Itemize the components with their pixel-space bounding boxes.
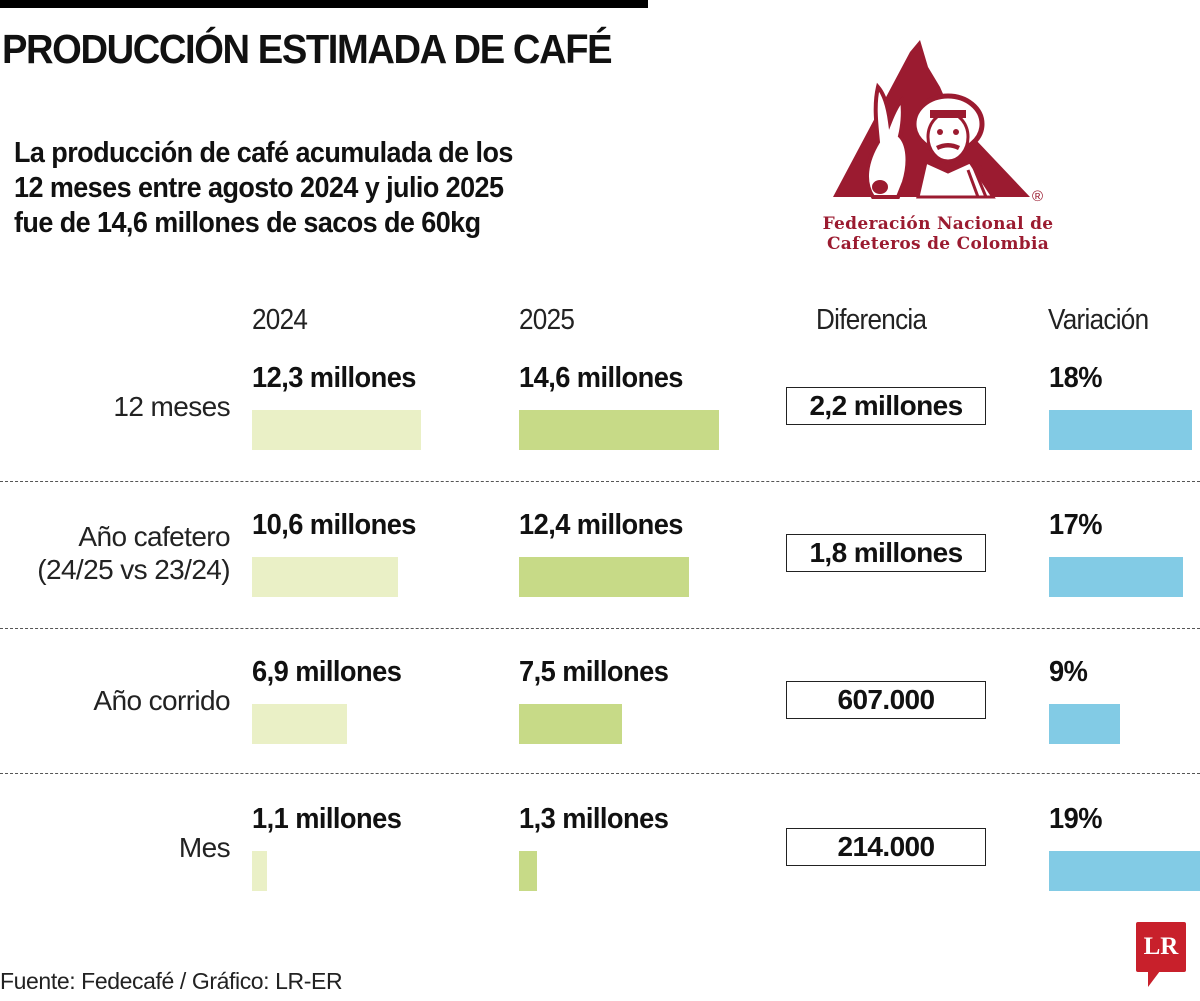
value-2024: 1,1 millones [252, 803, 402, 835]
variation-value: 19% [1049, 803, 1102, 835]
lr-brand-logo-icon: LR [1136, 922, 1186, 972]
logo-line-1: Federación Nacional de [822, 214, 1054, 234]
bar-variation [1049, 557, 1183, 597]
row-label-line-1: Año cafetero [78, 521, 230, 552]
chart-title: PRODUCCIÓN ESTIMADA DE CAFÉ [2, 26, 613, 72]
bar-variation [1049, 704, 1120, 744]
row-divider [0, 481, 1200, 482]
row-label-12-meses: 12 meses [113, 391, 230, 422]
variation-value: 18% [1049, 362, 1102, 394]
variation-value: 17% [1049, 509, 1102, 541]
value-2024: 6,9 millones [252, 656, 402, 688]
value-2025: 12,4 millones [519, 509, 683, 541]
column-header-variacion: Variación [1048, 304, 1149, 336]
difference-box: 607.000 [786, 681, 986, 719]
logo-line-2: Cafeteros de Colombia [826, 234, 1050, 254]
row-label-mes: Mes [178, 832, 231, 863]
row-label-ano-corrido: Año corrido [93, 685, 230, 716]
bar-variation [1049, 410, 1192, 450]
column-header-2025: 2025 [519, 304, 575, 336]
subtitle-line: 12 meses entre agosto 2024 y julio 2025 [14, 172, 504, 204]
row-divider [0, 628, 1200, 629]
fnc-logo-icon [833, 40, 1030, 199]
lr-logo-tail [1148, 971, 1160, 987]
value-2024: 12,3 millones [252, 362, 416, 394]
registered-mark: ® [1032, 188, 1044, 205]
fnc-logo-text: Federación Nacional de Cafeteros de Colo… [818, 214, 1058, 254]
value-2025: 7,5 millones [519, 656, 669, 688]
bar-2024 [252, 851, 267, 891]
column-header-2024: 2024 [252, 304, 308, 336]
bar-2025 [519, 410, 719, 450]
bar-2024 [252, 704, 347, 744]
subtitle-line: La producción de café acumulada de los [14, 137, 513, 169]
bar-2025 [519, 851, 537, 891]
value-2025: 14,6 millones [519, 362, 683, 394]
subtitle-line: fue de 14,6 millones de sacos de 60kg [14, 207, 481, 239]
row-label-ano-cafetero: Año cafetero (24/25 vs 23/24) [37, 520, 230, 586]
bar-2024 [252, 557, 398, 597]
bar-2025 [519, 557, 689, 597]
top-rule [0, 0, 648, 8]
difference-box: 2,2 millones [786, 387, 986, 425]
column-header-diferencia: Diferencia [816, 304, 927, 336]
variation-value: 9% [1049, 656, 1088, 688]
difference-box: 214.000 [786, 828, 986, 866]
bar-2024 [252, 410, 421, 450]
value-2025: 1,3 millones [519, 803, 669, 835]
bar-variation [1049, 851, 1200, 891]
value-2024: 10,6 millones [252, 509, 416, 541]
difference-box: 1,8 millones [786, 534, 986, 572]
bar-2025 [519, 704, 622, 744]
row-divider [0, 773, 1200, 774]
chart-subtitle: La producción de café acumulada de los 1… [14, 136, 513, 241]
row-label-line-2: (24/25 vs 23/24) [37, 554, 230, 585]
source-note: Fuente: Fedecafé / Gráfico: LR-ER [0, 968, 343, 994]
